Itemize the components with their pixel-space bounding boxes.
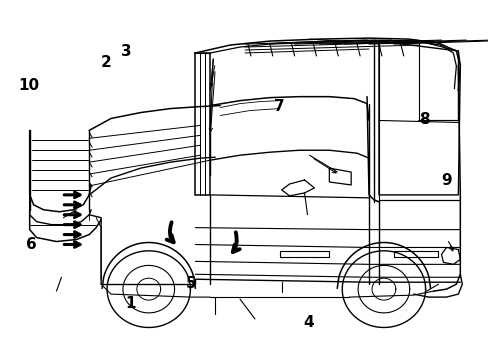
Text: 1: 1 [125,296,136,311]
Text: 10: 10 [18,78,39,93]
Text: 7: 7 [274,99,284,114]
Text: 2: 2 [101,55,112,69]
Text: 6: 6 [25,237,36,252]
Text: 8: 8 [419,112,430,127]
Text: 5: 5 [186,276,197,291]
Text: 3: 3 [121,44,131,59]
Text: 4: 4 [303,315,314,330]
Text: 9: 9 [441,172,452,188]
